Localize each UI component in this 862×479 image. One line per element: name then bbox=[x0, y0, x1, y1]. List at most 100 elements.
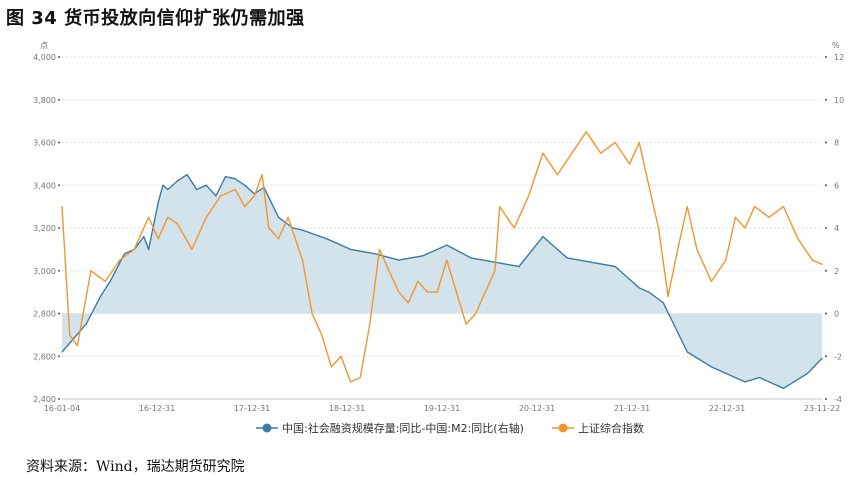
series-0-point bbox=[374, 253, 376, 255]
series-1-point bbox=[811, 259, 814, 261]
left-tick-mark bbox=[58, 98, 60, 101]
series-0-point bbox=[446, 244, 448, 246]
series-1-point bbox=[378, 248, 381, 250]
series-0-point bbox=[143, 236, 145, 238]
series-0-point bbox=[99, 295, 102, 297]
legend-label: 上证综合指数 bbox=[578, 421, 644, 435]
series-1-point bbox=[768, 216, 770, 218]
series-1-point bbox=[61, 206, 63, 208]
series-0-point bbox=[196, 188, 198, 191]
series-0-point bbox=[782, 387, 785, 389]
series-1-point bbox=[725, 259, 727, 261]
series-1-point bbox=[494, 270, 496, 272]
x-tick-label: 16-12-31 bbox=[139, 404, 175, 413]
right-tick-mark bbox=[825, 184, 827, 187]
left-tick-mark bbox=[58, 56, 60, 58]
series-1-point bbox=[528, 195, 530, 197]
left-tick-mark bbox=[58, 312, 60, 315]
right-tick-mark bbox=[825, 312, 827, 315]
series-1-point bbox=[301, 259, 304, 261]
series-1-point bbox=[330, 366, 332, 368]
series-1-point bbox=[157, 238, 159, 240]
series-1-point bbox=[133, 248, 135, 250]
series-1-point bbox=[119, 259, 121, 261]
right-tick-label: 8 bbox=[834, 139, 839, 148]
left-tick-label: 3,600 bbox=[33, 139, 56, 148]
series-1-point bbox=[797, 238, 799, 240]
series-0-point bbox=[648, 291, 650, 293]
series-1-point bbox=[220, 195, 222, 197]
right-tick-mark bbox=[825, 355, 827, 358]
right-tick-label: 4 bbox=[834, 224, 839, 233]
series-0-point bbox=[350, 248, 352, 250]
series-0-point bbox=[176, 180, 178, 182]
series-1-point bbox=[629, 163, 631, 165]
series-1-point bbox=[821, 263, 823, 265]
right-axis-unit: % bbox=[832, 41, 840, 50]
series-0-point bbox=[123, 253, 126, 255]
series-1-point bbox=[287, 216, 289, 218]
series-0-point bbox=[470, 257, 472, 259]
series-0-point bbox=[566, 257, 568, 259]
source-note: 资料来源：Wind，瑞达期货研究院 bbox=[26, 459, 245, 475]
series-1-point bbox=[754, 206, 756, 208]
legend-label: 中国:社会融资规模存量:同比-中国:M2:同比(右轴) bbox=[282, 421, 524, 435]
x-tick-label: 18-12-31 bbox=[329, 404, 365, 413]
series-0-point bbox=[686, 351, 688, 353]
series-0-point bbox=[61, 351, 63, 353]
left-tick-label: 2,400 bbox=[33, 395, 56, 404]
series-0-point bbox=[326, 238, 328, 240]
right-tick-label: -2 bbox=[834, 352, 842, 361]
series-0-point bbox=[518, 265, 520, 268]
x-tick-label: 23-11-22 bbox=[804, 404, 840, 413]
series-0-point bbox=[744, 381, 746, 383]
series-1-point bbox=[571, 152, 573, 154]
series-0-point bbox=[398, 259, 400, 261]
series-1-point bbox=[513, 227, 515, 229]
series-1-point bbox=[696, 248, 698, 250]
x-tick-label: 19-12-31 bbox=[424, 404, 460, 413]
series-1-point bbox=[638, 141, 640, 144]
series-1-point bbox=[176, 223, 178, 225]
right-tick-mark bbox=[825, 269, 827, 272]
right-tick-label: 2 bbox=[834, 267, 839, 276]
series-1-point bbox=[350, 381, 352, 383]
series-1-point bbox=[369, 323, 371, 325]
series-1-point bbox=[244, 206, 246, 208]
left-axis-unit: 点 bbox=[40, 41, 48, 50]
x-tick-label: 21-12-31 bbox=[614, 404, 650, 413]
series-1-point bbox=[148, 216, 150, 218]
series-0-area bbox=[62, 174, 822, 389]
series-0-point bbox=[662, 302, 664, 304]
left-tick-mark bbox=[58, 355, 60, 358]
series-1-point bbox=[205, 216, 207, 218]
series-0-point bbox=[186, 174, 188, 176]
series-0-point bbox=[167, 188, 169, 191]
left-tick-label: 2,800 bbox=[33, 310, 56, 319]
left-tick-mark bbox=[58, 269, 60, 272]
right-tick-label: -4 bbox=[834, 395, 842, 404]
series-1-point bbox=[542, 152, 544, 154]
legend-swatch-dot bbox=[558, 423, 568, 433]
right-tick-mark bbox=[825, 56, 827, 58]
right-tick-label: 6 bbox=[834, 181, 839, 190]
series-0-point bbox=[215, 195, 217, 197]
series-0-point bbox=[807, 372, 809, 374]
right-tick-label: 10 bbox=[834, 96, 844, 105]
series-0-point bbox=[734, 377, 737, 379]
series-0-point bbox=[552, 244, 554, 246]
series-1-point bbox=[782, 206, 785, 208]
series-0-point bbox=[157, 201, 159, 203]
series-1-point bbox=[268, 227, 270, 229]
left-tick-label: 2,600 bbox=[33, 352, 56, 361]
series-1-point bbox=[69, 334, 71, 336]
right-tick-mark bbox=[825, 227, 827, 229]
left-tick-label: 3,000 bbox=[33, 267, 56, 276]
series-1-point bbox=[556, 174, 559, 176]
series-1-point bbox=[436, 291, 438, 293]
series-0-point bbox=[590, 261, 592, 263]
series-0-point bbox=[614, 265, 616, 268]
right-tick-label: 0 bbox=[834, 310, 839, 319]
left-tick-label: 3,200 bbox=[33, 224, 56, 233]
series-1-point bbox=[104, 280, 106, 282]
